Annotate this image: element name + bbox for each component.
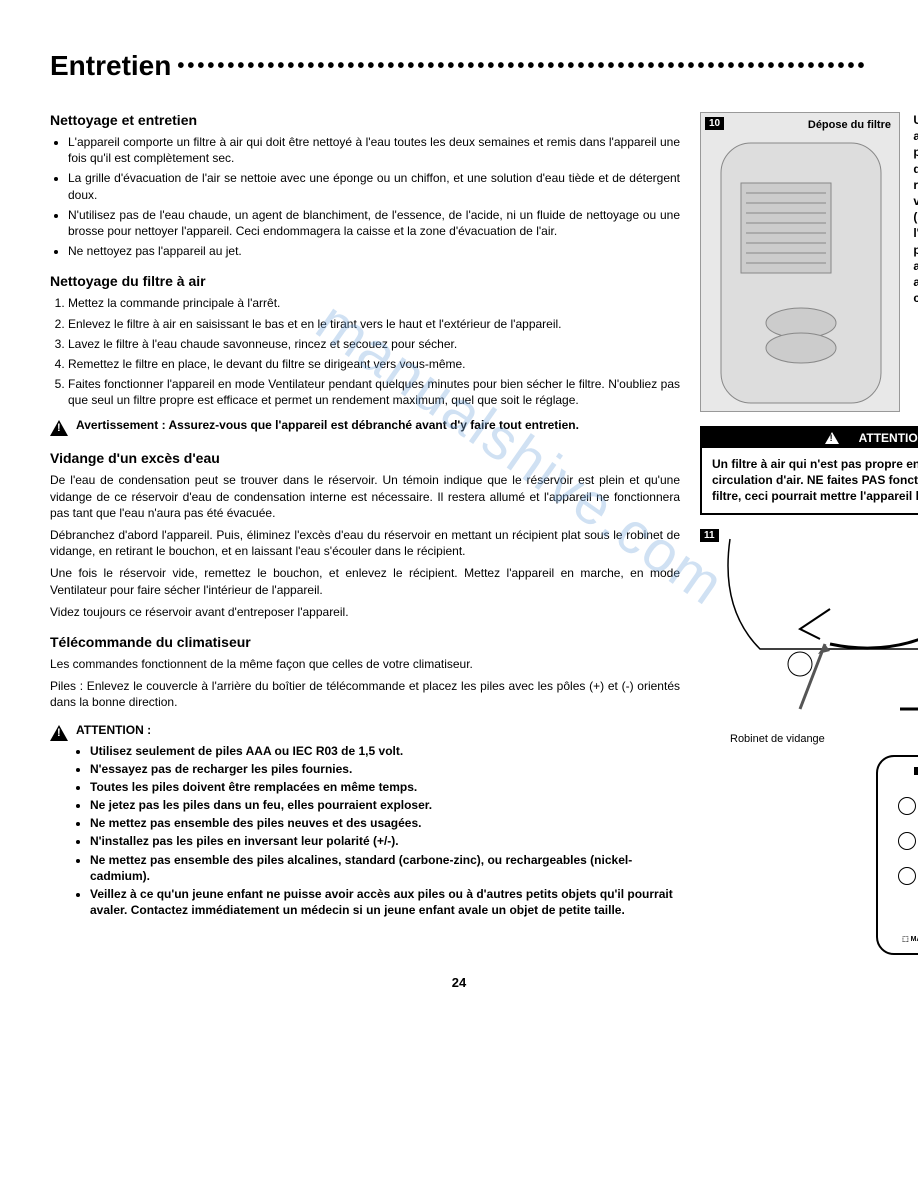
remote-front-icon: ⬚ MAYTAG [876, 755, 918, 955]
paragraph: Débranchez d'abord l'appareil. Puis, éli… [50, 527, 680, 559]
attention-header-text: ATTENTION [859, 431, 918, 445]
fig10-row: 10 Dépose du filtre Une utilisation et u… [700, 112, 918, 412]
warning-icon [50, 420, 68, 436]
paragraph: Les commandes fonctionnent de la même fa… [50, 656, 680, 672]
page-number: 24 [50, 975, 868, 990]
step: Lavez le filtre à l'eau chaude savonneus… [68, 336, 680, 352]
heading-nettoyage-entretien: Nettoyage et entretien [50, 112, 680, 128]
attention-box: ATTENTION Un filtre à air qui n'est pas … [700, 426, 918, 515]
attention-item: Ne mettez pas ensemble des piles alcalin… [90, 852, 680, 884]
bullet: Ne nettoyez pas l'appareil au jet. [68, 243, 680, 259]
drain-diagram-icon [700, 529, 918, 729]
attention-item: N'installez pas les piles en inversant l… [90, 833, 680, 849]
step: Faites fonctionner l'appareil en mode Ve… [68, 376, 680, 408]
heading-vidange: Vidange d'un excès d'eau [50, 450, 680, 466]
attention-item: N'essayez pas de recharger les piles fou… [90, 761, 680, 777]
attention-item: Veillez à ce qu'un jeune enfant ne puiss… [90, 886, 680, 918]
page-title: Entretien [50, 50, 171, 82]
bullet: N'utilisez pas de l'eau chaude, un agent… [68, 207, 680, 239]
warning-icon [50, 725, 68, 741]
attention-block: ATTENTION : Utilisez seulement de piles … [50, 723, 680, 919]
attention-body: Un filtre à air qui n'est pas propre ent… [702, 448, 918, 513]
paragraph: Une fois le réservoir vide, remettez le … [50, 565, 680, 597]
warning-icon [825, 432, 839, 444]
step: Mettez la commande principale à l'arrêt. [68, 295, 680, 311]
figure-11: 11 [700, 529, 918, 729]
bullet: La grille d'évacuation de l'air se netto… [68, 170, 680, 202]
left-column: Nettoyage et entretien L'appareil compor… [50, 112, 680, 955]
attention-item: Utilisez seulement de piles AAA ou IEC R… [90, 743, 680, 759]
attention-heading: ATTENTION : [76, 723, 151, 737]
bullet: L'appareil comporte un filtre à air qui … [68, 134, 680, 166]
bullets-s1: L'appareil comporte un filtre à air qui … [68, 134, 680, 259]
attention-list: Utilisez seulement de piles AAA ou IEC R… [90, 743, 680, 919]
paragraph: De l'eau de condensation peut se trouver… [50, 472, 680, 521]
remote-illustration: ⬚ MAYTAG AAA AAA [700, 755, 918, 955]
heading-telecommande: Télécommande du climatiseur [50, 634, 680, 650]
attention-header: ATTENTION [702, 428, 918, 448]
attention-item: Ne mettez pas ensemble des piles neuves … [90, 815, 680, 831]
content-area: Nettoyage et entretien L'appareil compor… [50, 112, 868, 955]
attention-item: Ne jetez pas les piles dans un feu, elle… [90, 797, 680, 813]
right-column: 10 Dépose du filtre Une utilisation et u… [700, 112, 918, 955]
title-dots: ••••••••••••••••••••••••••••••••••••••••… [177, 55, 868, 78]
warning-row: Avertissement : Assurez-vous que l'appar… [50, 418, 680, 436]
filter-diagram-icon [701, 113, 901, 413]
steps-s2: Mettez la commande principale à l'arrêt.… [68, 295, 680, 408]
heading-nettoyage-filtre: Nettoyage du filtre à air [50, 273, 680, 289]
attention-item: Toutes les piles doivent être remplacées… [90, 779, 680, 795]
side-paragraph: Une utilisation et un entretien appropri… [913, 112, 918, 306]
paragraph: Videz toujours ce réservoir avant d'entr… [50, 604, 680, 620]
remote-logo: ⬚ MAYTAG [878, 935, 918, 943]
figure-11-caption: Robinet de vidange [730, 733, 918, 745]
step: Enlevez le filtre à air en saisissant le… [68, 316, 680, 332]
figure-10: 10 Dépose du filtre [700, 112, 900, 412]
step: Remettez le filtre en place, le devant d… [68, 356, 680, 372]
paragraph: Piles : Enlevez le couvercle à l'arrière… [50, 678, 680, 710]
page-title-row: Entretien ••••••••••••••••••••••••••••••… [50, 50, 868, 82]
warning-text: Avertissement : Assurez-vous que l'appar… [76, 418, 579, 434]
